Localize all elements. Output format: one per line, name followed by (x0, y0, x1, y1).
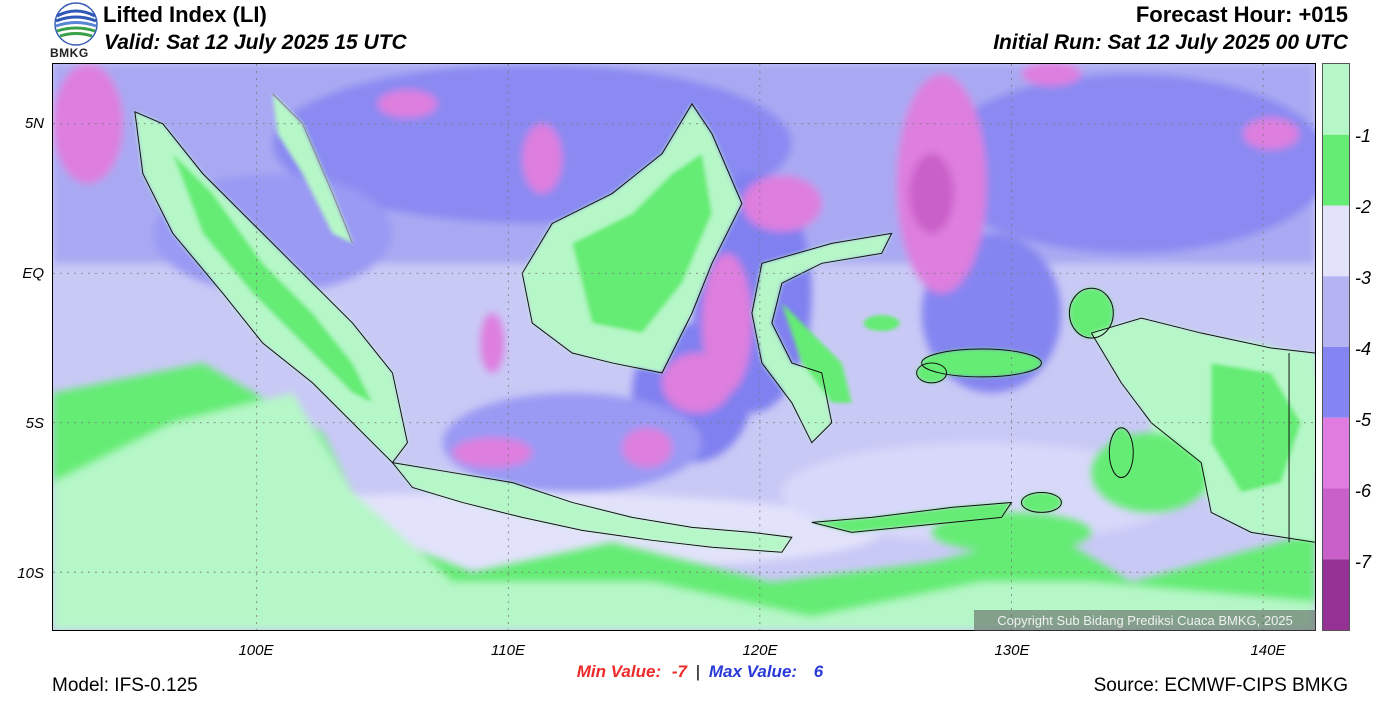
colorbar-label: -2 (1355, 197, 1372, 217)
colorbar-label: -7 (1355, 552, 1372, 572)
colorbar (1322, 63, 1350, 631)
forecast-hour: Forecast Hour: +015 (1135, 2, 1348, 27)
model-label: Model: IFS-0.125 (52, 675, 198, 696)
chart-title: Lifted Index (LI) (103, 2, 267, 27)
max-value: 6 (813, 662, 824, 681)
colorbar-swatch (1323, 559, 1349, 630)
colorbar-label: -1 (1355, 126, 1372, 146)
colorbar-swatch (1323, 205, 1349, 277)
colorbar-swatch (1323, 347, 1349, 418)
colorbar-label: -4 (1355, 339, 1372, 359)
valid-time: Valid: Sat 12 July 2025 15 UTC (104, 31, 407, 54)
lat-label-10s: 10S (17, 565, 44, 582)
lon-label-120e: 120E (742, 642, 778, 659)
min-value: -7 (671, 662, 687, 681)
lon-label-140e: 140E (1250, 642, 1286, 659)
source-label: Source: ECMWF-CIPS BMKG (1093, 675, 1348, 696)
bmkg-logo-icon (54, 2, 98, 46)
lat-label-eq: EQ (22, 265, 44, 282)
lat-label-5n: 5N (24, 115, 44, 132)
colorbar-swatch (1323, 64, 1349, 135)
colorbar-label: -5 (1355, 410, 1372, 430)
colorbar-swatch (1323, 134, 1349, 206)
min-max-values: Min Value: -7 | Max Value: 6 (0, 662, 1400, 682)
colorbar-swatch (1323, 276, 1349, 347)
initial-run: Initial Run: Sat 12 July 2025 00 UTC (993, 31, 1348, 54)
colorbar-label: -3 (1355, 268, 1372, 288)
minmax-separator: | (695, 662, 701, 681)
lat-label-5s: 5S (25, 415, 44, 432)
colorbar-swatch (1323, 417, 1349, 489)
logo-text: BMKG (50, 46, 89, 60)
min-label: Min Value: (576, 662, 662, 681)
colorbar-swatch (1323, 488, 1349, 560)
lifted-index-map (52, 63, 1316, 631)
lon-label-110e: 110E (491, 642, 525, 659)
lon-label-100e: 100E (238, 642, 274, 659)
max-label: Max Value: (708, 662, 798, 681)
lon-label-130e: 130E (994, 642, 1030, 659)
colorbar-label: -6 (1355, 481, 1372, 501)
copyright-label: Copyright Sub Bidang Prediksi Cuaca BMKG… (974, 610, 1316, 631)
